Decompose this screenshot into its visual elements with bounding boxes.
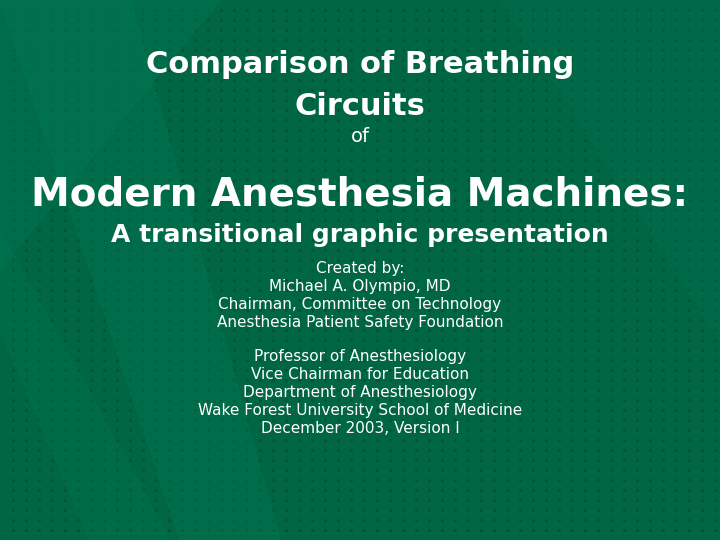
Text: Circuits: Circuits	[294, 92, 426, 121]
Text: Department of Anesthesiology: Department of Anesthesiology	[243, 385, 477, 400]
Text: Professor of Anesthesiology: Professor of Anesthesiology	[254, 349, 466, 364]
Text: Vice Chairman for Education: Vice Chairman for Education	[251, 367, 469, 382]
Polygon shape	[0, 0, 280, 540]
Text: Created by:: Created by:	[316, 261, 404, 276]
Text: Michael A. Olympio, MD: Michael A. Olympio, MD	[269, 279, 451, 294]
Text: A transitional graphic presentation: A transitional graphic presentation	[111, 223, 609, 247]
Polygon shape	[0, 230, 170, 540]
Polygon shape	[500, 0, 720, 340]
Polygon shape	[0, 0, 220, 270]
Text: Chairman, Committee on Technology: Chairman, Committee on Technology	[218, 297, 502, 312]
Text: Anesthesia Patient Safety Foundation: Anesthesia Patient Safety Foundation	[217, 315, 503, 330]
Text: Comparison of Breathing: Comparison of Breathing	[146, 50, 574, 79]
Text: Wake Forest University School of Medicine: Wake Forest University School of Medicin…	[198, 403, 522, 418]
Text: of: of	[351, 127, 369, 146]
Text: December 2003, Version I: December 2003, Version I	[261, 421, 459, 436]
Text: Modern Anesthesia Machines:: Modern Anesthesia Machines:	[32, 175, 688, 213]
